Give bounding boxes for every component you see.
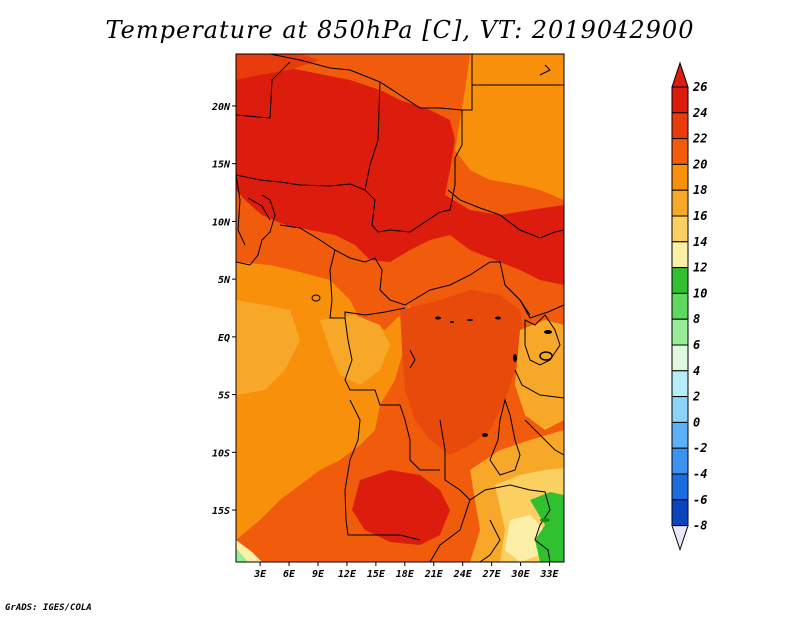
lake-outlines (311, 294, 553, 522)
colorbar-swatch (671, 86, 689, 114)
colorbar-swatch (671, 447, 689, 475)
colorbar-swatch (671, 163, 689, 191)
lat-tick-label: 10N (212, 217, 231, 228)
lat-tick-label: 10S (212, 448, 230, 459)
colorbar-label: 0 (693, 415, 700, 429)
field-ne-warm (455, 54, 564, 200)
lon-tick-label: 18E (396, 569, 415, 580)
lat-tick-label: EQ (218, 333, 230, 344)
lon-tick-label: 33E (539, 569, 559, 580)
colorbar-label: 6 (693, 338, 700, 352)
field-nw (236, 54, 320, 80)
map-frame (235, 53, 565, 563)
colorbar-swatch (671, 292, 689, 320)
colorbar-swatch (671, 318, 689, 346)
colorbar-swatch (671, 267, 689, 294)
colorbar-label: 14 (693, 235, 707, 249)
latitude-axis: 20N 15N 10N 5N EQ 5S 10S 15S (211, 102, 236, 517)
colorbar-top-arrow (671, 61, 689, 88)
lon-tick-label: 6E (283, 569, 296, 580)
lat-tick-label: 5N (218, 275, 231, 286)
colorbar-swatch (671, 241, 689, 269)
colorbar-bottom-arrow (671, 525, 689, 552)
lat-tick-label: 5S (218, 391, 230, 402)
colorbar-label: 16 (693, 209, 707, 223)
colorbar-swatch (671, 138, 689, 165)
colorbar-swatch (671, 421, 689, 449)
colorbar-swatch (671, 112, 689, 140)
colorbar-swatch (671, 189, 689, 217)
colorbar-swatch (671, 370, 689, 398)
colorbar-label: 4 (693, 364, 700, 378)
lon-tick-label: 27E (482, 569, 502, 580)
colorbar-label: -4 (693, 467, 707, 481)
lon-tick-label: 9E (312, 569, 325, 580)
colorbar-label: 12 (693, 261, 707, 275)
colorbar-label: 18 (693, 183, 707, 197)
lon-tick-label: 24E (453, 569, 473, 580)
colorbar-swatch (671, 215, 689, 243)
field-se-green (530, 492, 564, 562)
field-se-coolest (505, 515, 545, 562)
lat-tick-label: 20N (211, 102, 231, 113)
colorbar-swatch (671, 499, 689, 527)
lat-tick-label: 15N (212, 160, 231, 171)
lat-tick-label: 15S (212, 506, 230, 517)
colorbar-label: 20 (692, 157, 707, 171)
country-borders (236, 54, 564, 562)
colorbar-label: 24 (692, 106, 707, 120)
longitude-axis: 3E 6E 9E 12E 15E 18E 21E 24E 27E 30E 33E (253, 562, 560, 580)
field-east-lakes (515, 320, 564, 430)
lon-tick-label: 15E (367, 569, 386, 580)
field-congo-basin (400, 290, 525, 455)
colorbar-label: 10 (693, 286, 707, 300)
lon-tick-label: 12E (338, 569, 357, 580)
colorbar-swatch (671, 473, 689, 501)
field-ocean-cool (236, 300, 300, 395)
chart-title: Temperature at 850hPa [C], VT: 201904290… (105, 16, 695, 44)
field-sw-green (236, 548, 248, 562)
lon-tick-label: 30E (511, 569, 531, 580)
field-congo-coast (320, 315, 390, 385)
colorbar-label: -6 (693, 493, 707, 507)
lon-tick-label: 3E (253, 569, 267, 580)
field-sahel-hot (236, 60, 564, 285)
lon-tick-label: 21E (424, 569, 444, 580)
colorbar-swatch (671, 396, 689, 423)
colorbar-swatch (671, 344, 689, 372)
credit-label: GrADS: IGES/COLA (5, 603, 92, 613)
colorbar-label: -2 (693, 441, 707, 455)
colorbar-label: 2 (692, 390, 700, 404)
colorbar-label: 22 (692, 132, 707, 146)
temperature-field (236, 54, 564, 562)
colorbar-label: -8 (693, 519, 707, 533)
field-south-hot (352, 470, 450, 545)
colorbar-label: 8 (693, 312, 700, 326)
colorbar-label: 26 (692, 80, 707, 94)
